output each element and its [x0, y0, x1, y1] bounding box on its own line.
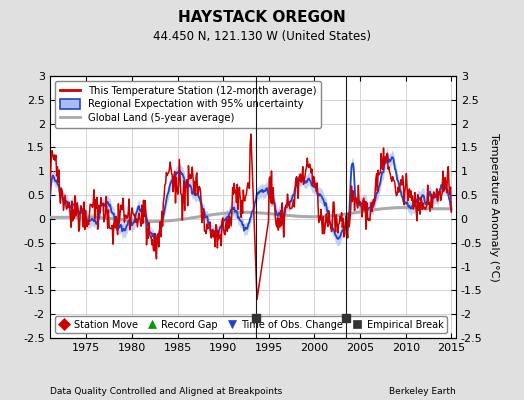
Text: Berkeley Earth: Berkeley Earth — [389, 387, 456, 396]
Text: HAYSTACK OREGON: HAYSTACK OREGON — [178, 10, 346, 25]
Y-axis label: Temperature Anomaly (°C): Temperature Anomaly (°C) — [489, 133, 499, 281]
Text: Data Quality Controlled and Aligned at Breakpoints: Data Quality Controlled and Aligned at B… — [50, 387, 282, 396]
Legend: Station Move, Record Gap, Time of Obs. Change, Empirical Break: Station Move, Record Gap, Time of Obs. C… — [54, 316, 447, 334]
Text: 44.450 N, 121.130 W (United States): 44.450 N, 121.130 W (United States) — [153, 30, 371, 43]
